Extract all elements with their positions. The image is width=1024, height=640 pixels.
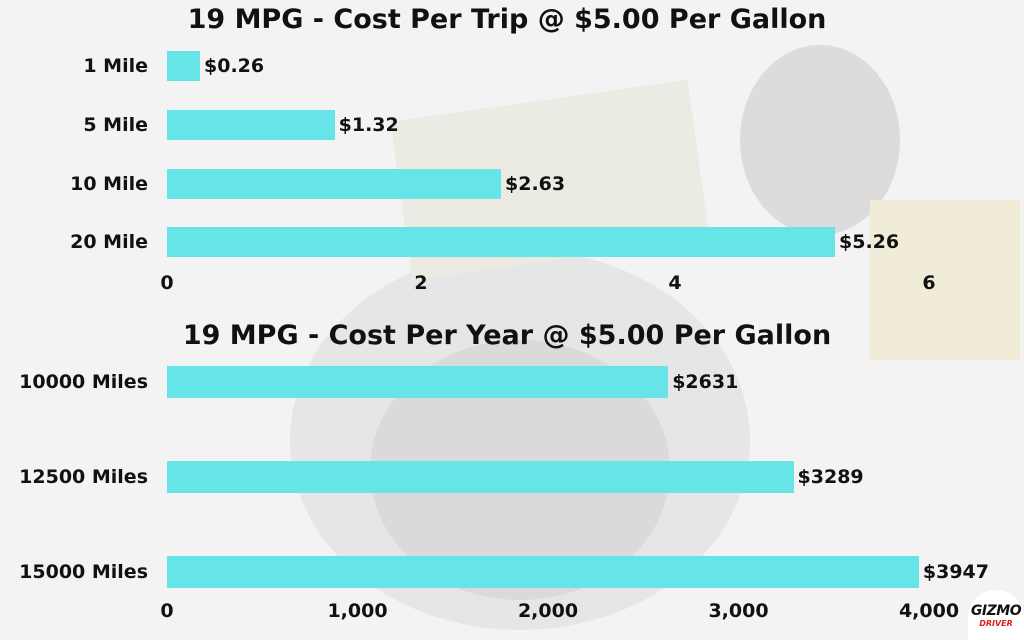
chart-2-bar — [167, 461, 794, 493]
chart-1-category-label: 10 Mile — [70, 173, 148, 195]
chart-2-data-label: $3289 — [797, 466, 864, 488]
logo-name: GIZMO — [970, 603, 1022, 619]
chart-2-x-tick-label: 2,000 — [517, 600, 579, 622]
logo-sub: DRIVER — [979, 619, 1013, 628]
chart-2-x-tick-label: 1,000 — [327, 600, 388, 622]
chart-1-x-tick-label: 6 — [922, 272, 936, 294]
chart-2-data-label: $2631 — [672, 371, 739, 393]
chart-1-data-label: $1.32 — [338, 114, 399, 136]
chart-1-data-label: $5.26 — [839, 231, 900, 253]
chart-1-x-tick-label: 4 — [668, 272, 682, 294]
chart-1-bar — [167, 169, 501, 199]
chart-2-category-label: 15000 Miles — [19, 561, 148, 583]
chart-2-x-tick-label: 4,000 — [898, 600, 960, 622]
chart-1-category-label: 1 Mile — [83, 55, 148, 77]
chart-1-data-label: $0.26 — [204, 55, 265, 77]
chart-2-category-label: 10000 Miles — [19, 371, 148, 393]
chart-2-title: 19 MPG - Cost Per Year @ $5.00 Per Gallo… — [182, 320, 832, 351]
chart-1-x-tick-label: 2 — [414, 272, 428, 294]
chart-1-category-label: 20 Mile — [70, 231, 148, 253]
chart-1-bar — [167, 227, 836, 257]
gizmo-driver-logo: GIZMO DRIVER — [968, 590, 1024, 640]
chart-2-x-tick-label: 3,000 — [708, 600, 769, 622]
chart-1-bar — [167, 51, 201, 81]
chart-2-category-label: 12500 Miles — [19, 466, 148, 488]
chart-2-data-label: $3947 — [922, 561, 989, 583]
chart-2-x-tick-label: 0 — [160, 600, 174, 622]
chart-1-data-label: $2.63 — [505, 173, 566, 195]
chart-1-category-label: 5 Mile — [83, 114, 148, 136]
chart-1-bar — [167, 110, 335, 140]
chart-1-title: 19 MPG - Cost Per Trip @ $5.00 Per Gallo… — [187, 4, 827, 35]
chart-2-bar — [167, 366, 669, 398]
chart-2-bar — [167, 556, 919, 588]
chart-1-x-tick-label: 0 — [160, 272, 174, 294]
